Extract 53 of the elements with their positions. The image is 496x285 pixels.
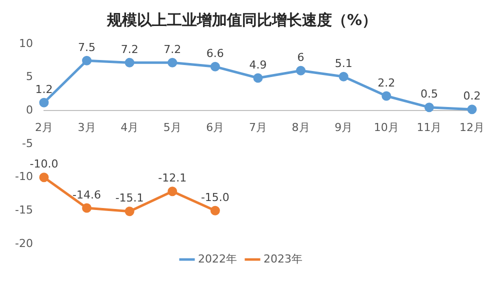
- data-label: 4.9: [249, 58, 267, 72]
- point: [338, 72, 348, 82]
- y-tick-label: -5: [22, 136, 33, 150]
- point: [124, 58, 134, 68]
- data-label: 7.2: [120, 43, 138, 56]
- data-label: -12.1: [158, 172, 187, 185]
- y-tick-label: -10: [15, 170, 33, 184]
- x-tick-label: 10月: [374, 121, 399, 134]
- x-tick-label: 2月: [34, 121, 53, 134]
- point: [39, 172, 49, 182]
- y-tick-label: 5: [26, 70, 33, 84]
- data-label: 5.1: [334, 57, 352, 70]
- y-tick-label: 0: [26, 104, 33, 117]
- point: [424, 102, 434, 112]
- point: [82, 56, 92, 66]
- x-tick-label: 11月: [416, 121, 442, 134]
- x-tick-label: 9月: [334, 121, 353, 134]
- x-tick-label: 5月: [163, 121, 182, 134]
- point: [467, 104, 477, 114]
- point: [82, 203, 92, 213]
- data-label: 0.2: [463, 90, 481, 103]
- point: [168, 58, 178, 68]
- point: [39, 98, 49, 108]
- point: [210, 206, 220, 216]
- x-tick-label: 12月: [460, 121, 484, 134]
- x-tick-label: 3月: [78, 121, 96, 134]
- point: [210, 62, 220, 72]
- point: [124, 206, 134, 216]
- x-tick-label: 7月: [248, 121, 267, 134]
- legend-label: 2023年: [264, 252, 302, 266]
- data-label: 7.5: [78, 41, 96, 54]
- data-label: 6.6: [206, 47, 224, 60]
- x-tick-label: 8月: [292, 121, 310, 134]
- data-label: -14.6: [72, 188, 102, 202]
- data-label: 7.2: [164, 43, 182, 56]
- data-label: -15.1: [115, 192, 144, 205]
- legend-label: 2022年: [198, 252, 238, 266]
- data-label: 0.5: [420, 88, 438, 101]
- point: [253, 73, 263, 83]
- x-tick-label: 6月: [206, 121, 224, 134]
- data-label: 2.2: [378, 76, 396, 90]
- chart-title: 规模以上工业增加值同比增长速度（%）: [106, 10, 378, 29]
- data-label: -15.0: [200, 191, 230, 204]
- data-label: 1.2: [35, 83, 53, 96]
- point: [168, 186, 178, 196]
- point: [296, 66, 306, 76]
- x-tick-label: 4月: [120, 121, 139, 134]
- data-label: 6: [297, 51, 304, 64]
- point: [382, 91, 392, 101]
- y-tick-label: -20: [15, 236, 33, 250]
- data-label: -10.0: [30, 158, 58, 171]
- y-tick-label: -15: [15, 204, 33, 217]
- y-tick-label: 10: [18, 36, 33, 50]
